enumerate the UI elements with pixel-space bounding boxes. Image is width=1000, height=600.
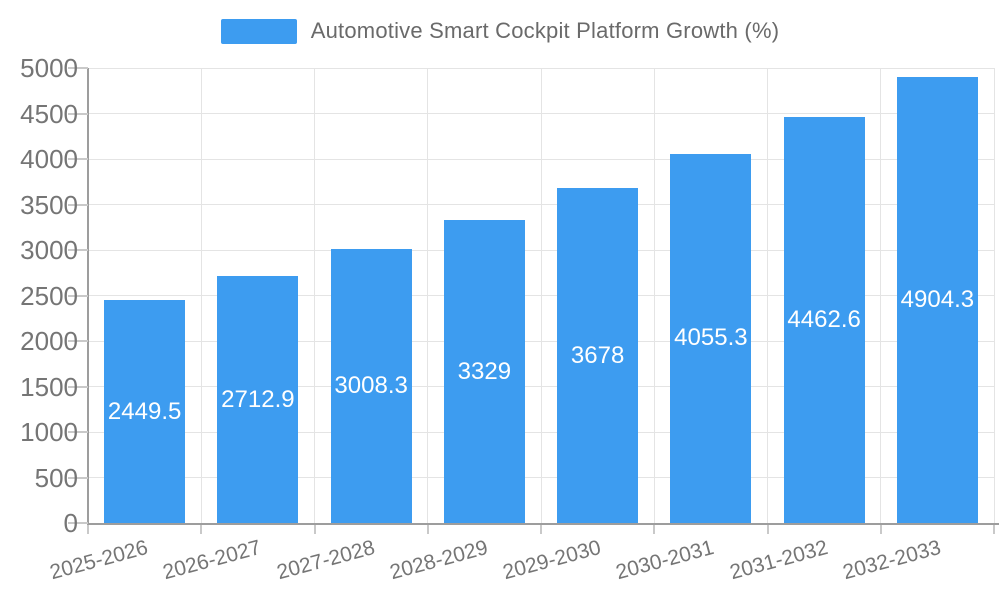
bar: 4055.3 bbox=[670, 153, 752, 523]
y-axis-tick bbox=[68, 340, 88, 342]
bar-value-label: 4462.6 bbox=[787, 305, 861, 333]
y-tick-label: 2000 bbox=[20, 326, 78, 356]
y-tick-label: 4500 bbox=[20, 98, 78, 129]
x-axis-tick bbox=[993, 525, 995, 534]
y-axis-tick bbox=[68, 522, 88, 524]
bar-value-label: 4904.3 bbox=[900, 285, 975, 313]
gridline-vertical bbox=[653, 68, 655, 523]
x-axis-tick bbox=[879, 525, 882, 534]
legend-label: Automotive Smart Cockpit Platform Growth… bbox=[310, 18, 780, 43]
y-tick-label: 500 bbox=[34, 462, 78, 493]
y-tick-label: 1500 bbox=[20, 371, 78, 402]
x-axis-tick bbox=[540, 525, 542, 534]
x-axis-tick bbox=[426, 525, 429, 534]
x-tick-label: 2030-2031 bbox=[613, 536, 717, 585]
y-tick-label: 3000 bbox=[20, 235, 78, 265]
x-axis-line bbox=[87, 523, 999, 525]
x-tick-label: 2027-2028 bbox=[274, 536, 378, 585]
bar: 3678 bbox=[557, 188, 639, 523]
x-tick-label: 2028-2029 bbox=[387, 536, 491, 585]
gridline-vertical bbox=[314, 68, 315, 523]
x-tick-label: 2029-2030 bbox=[500, 536, 604, 585]
x-axis-tick bbox=[653, 525, 656, 534]
plot-area: 2449.5 2712.9 3008.3 3329 3678 4055.3 4462.6 49… bbox=[88, 67, 995, 523]
legend-swatch bbox=[220, 18, 297, 44]
gridline-vertical bbox=[200, 68, 202, 523]
y-axis-tick bbox=[68, 294, 88, 297]
x-tick-label: 2032-2033 bbox=[840, 536, 944, 585]
bar-value-label: 4055.3 bbox=[674, 324, 748, 352]
gridline-vertical bbox=[880, 68, 882, 523]
y-tick-label: 3500 bbox=[20, 189, 78, 220]
y-axis-tick bbox=[68, 476, 88, 479]
x-tick-label: 2031-2032 bbox=[727, 536, 831, 585]
gridline-vertical bbox=[540, 68, 542, 523]
bar-value-label: 3008.3 bbox=[334, 372, 408, 400]
gridline-vertical bbox=[993, 68, 995, 523]
y-tick-label: 1000 bbox=[20, 417, 78, 447]
x-axis-tick bbox=[87, 525, 89, 534]
x-axis-tick bbox=[200, 525, 203, 534]
bar-value-label: 2712.9 bbox=[221, 385, 295, 413]
bar-value-label: 2449.5 bbox=[107, 397, 182, 425]
bar: 4904.3 bbox=[896, 76, 978, 523]
legend-item[interactable]: Automotive Smart Cockpit Platform Growth… bbox=[0, 14, 1000, 48]
bar: 4462.6 bbox=[783, 116, 865, 523]
x-axis-tick bbox=[313, 525, 316, 534]
x-tick-label: 2025-2026 bbox=[47, 536, 151, 585]
y-axis-tick bbox=[68, 158, 88, 160]
bar: 2712.9 bbox=[217, 276, 299, 523]
bar-value-label: 3678 bbox=[570, 341, 625, 369]
y-axis-tick bbox=[68, 385, 88, 388]
y-tick-label: 4000 bbox=[20, 144, 78, 174]
x-tick-label: 2026-2027 bbox=[160, 536, 264, 585]
y-axis-tick bbox=[68, 112, 88, 115]
gridline-vertical bbox=[427, 68, 429, 523]
y-axis-tick bbox=[68, 431, 88, 433]
y-tick-label: 0 bbox=[63, 508, 78, 538]
y-axis-tick bbox=[68, 203, 88, 206]
x-axis-tick bbox=[766, 525, 769, 534]
gridline-vertical bbox=[767, 68, 768, 523]
y-axis-tick bbox=[68, 67, 88, 69]
bar: 2449.5 bbox=[104, 300, 186, 523]
y-tick-label: 5000 bbox=[20, 53, 78, 83]
bar-value-label: 3329 bbox=[457, 357, 512, 385]
bar: 3008.3 bbox=[330, 249, 412, 523]
y-tick-label: 2500 bbox=[20, 280, 78, 311]
bar: 3329 bbox=[443, 220, 525, 523]
y-axis-line bbox=[87, 68, 89, 525]
y-axis-tick bbox=[68, 249, 88, 251]
